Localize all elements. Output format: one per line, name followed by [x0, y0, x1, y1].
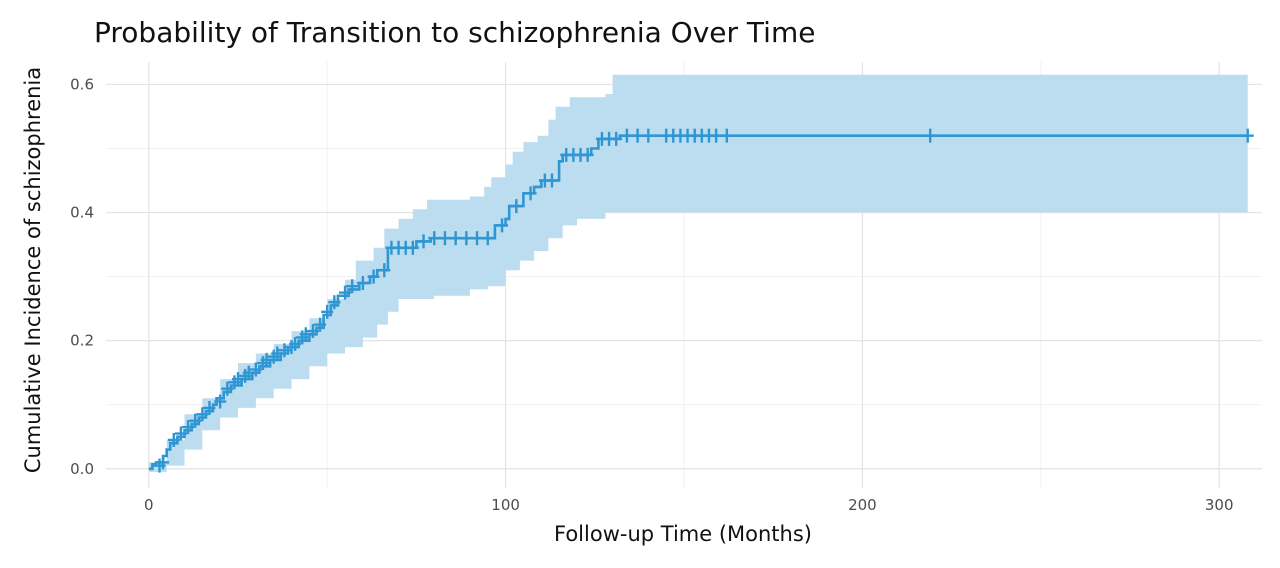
censor-mark — [417, 234, 430, 249]
confidence-band — [148, 74, 1248, 473]
censor-marks-layer — [153, 128, 1254, 473]
x-tick-label: 300 — [1205, 496, 1234, 514]
censor-mark — [346, 279, 359, 294]
censor-mark — [924, 128, 937, 143]
x-tick-label: 200 — [848, 496, 877, 514]
censor-mark — [182, 420, 195, 435]
y-tick-label: 0.6 — [70, 75, 94, 93]
censor-mark — [203, 400, 216, 415]
censor-mark — [471, 231, 484, 246]
censor-mark — [581, 147, 594, 162]
censor-mark — [367, 269, 380, 284]
x-axis-title: Follow-up Time (Months) — [554, 522, 812, 546]
censor-mark — [174, 426, 187, 441]
tick-labels: 0 100 200 300 0.0 0.2 0.4 0.6 — [70, 75, 1233, 514]
confidence-band-layer — [148, 74, 1248, 473]
censor-mark — [406, 240, 419, 255]
censor-mark — [481, 231, 494, 246]
x-tick-label: 0 — [144, 496, 154, 514]
censor-mark — [321, 304, 334, 319]
censor-mark — [328, 295, 341, 310]
censor-mark — [449, 231, 462, 246]
y-axis-title: Cumulative Incidence of schizophrenia — [21, 67, 45, 473]
censor-mark — [260, 352, 273, 367]
censor-mark — [314, 317, 327, 332]
censor-mark — [438, 231, 451, 246]
censor-mark — [249, 362, 262, 377]
censor-mark — [339, 285, 352, 300]
censor-mark — [242, 365, 255, 380]
censor-mark — [278, 343, 291, 358]
censor-mark — [356, 276, 369, 291]
x-tick-label: 100 — [491, 496, 520, 514]
censor-mark — [524, 186, 537, 201]
censor-mark — [620, 128, 633, 143]
censor-mark — [289, 336, 302, 351]
censor-mark — [196, 407, 209, 422]
censor-mark — [428, 231, 441, 246]
censor-mark — [631, 128, 644, 143]
censor-mark — [460, 231, 473, 246]
censor-mark — [510, 199, 523, 214]
censor-mark — [378, 263, 391, 278]
censor-mark — [167, 432, 180, 447]
y-tick-label: 0.0 — [70, 460, 94, 478]
y-tick-label: 0.2 — [70, 332, 94, 350]
censor-mark — [232, 372, 245, 387]
chart-title: Probability of Transition to schizophren… — [94, 16, 815, 49]
censor-mark — [214, 394, 227, 409]
censor-mark — [221, 381, 234, 396]
censor-mark — [610, 131, 623, 146]
censor-mark — [1241, 128, 1254, 143]
censor-mark — [189, 413, 202, 428]
censor-mark — [545, 173, 558, 188]
y-tick-label: 0.4 — [70, 204, 94, 222]
censor-mark — [496, 218, 509, 233]
censor-mark — [642, 128, 655, 143]
censor-mark — [710, 128, 723, 143]
censor-mark — [306, 324, 319, 339]
censor-mark — [720, 128, 733, 143]
censor-mark — [271, 346, 284, 361]
censor-mark — [157, 455, 170, 470]
censor-mark — [299, 327, 312, 342]
